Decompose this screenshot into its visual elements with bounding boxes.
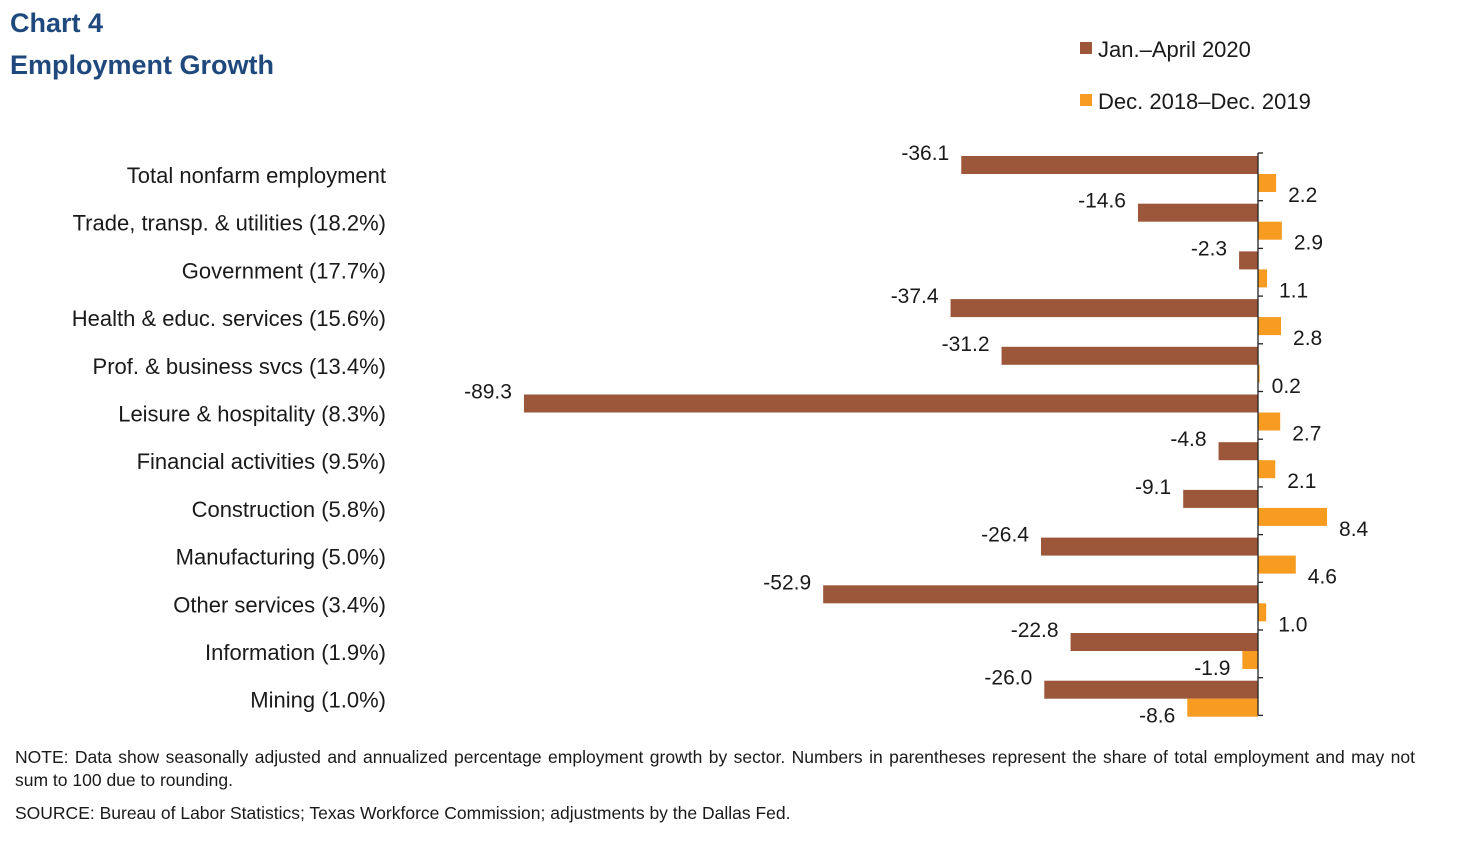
legend-swatch	[1080, 42, 1092, 54]
data-label-jan-april-2020: -31.2	[942, 333, 990, 356]
data-label-dec-2018-dec-2019: 2.8	[1293, 327, 1322, 350]
category-label: Health & educ. services (15.6%)	[72, 306, 386, 331]
bar-jan-april-2020	[1044, 680, 1258, 699]
data-label-jan-april-2020: -26.4	[981, 524, 1029, 547]
bar-jan-april-2020	[523, 394, 1258, 413]
data-label-dec-2018-dec-2019: 0.2	[1272, 375, 1301, 398]
chart-title: Chart 4	[10, 8, 104, 38]
data-label-jan-april-2020: -22.8	[1011, 619, 1059, 642]
bar-jan-april-2020	[1239, 251, 1258, 270]
bar-dec-2018-dec-2019	[1258, 174, 1277, 192]
data-label-jan-april-2020: -52.9	[763, 571, 811, 594]
bar-jan-april-2020	[1218, 442, 1258, 461]
bar-jan-april-2020	[1001, 346, 1258, 365]
bar-dec-2018-dec-2019	[1258, 555, 1296, 574]
bar-dec-2018-dec-2019	[1258, 507, 1328, 526]
bar-dec-2018-dec-2019	[1258, 317, 1282, 336]
bar-dec-2018-dec-2019	[1258, 269, 1268, 288]
data-label-dec-2018-dec-2019: -8.6	[1139, 705, 1175, 728]
data-label-jan-april-2020: -4.8	[1170, 428, 1206, 451]
data-label-dec-2018-dec-2019: 2.2	[1288, 184, 1317, 207]
category-label: Financial activities (9.5%)	[137, 449, 386, 474]
category-label: Total nonfarm employment	[127, 163, 386, 188]
bar-dec-2018-dec-2019	[1187, 698, 1258, 717]
bar-jan-april-2020	[961, 156, 1258, 174]
category-label: Government (17.7%)	[182, 258, 386, 283]
data-label-jan-april-2020: -2.3	[1191, 237, 1227, 260]
bar-jan-april-2020	[1070, 633, 1258, 651]
category-label: Construction (5.8%)	[192, 497, 386, 522]
bar-jan-april-2020	[1040, 537, 1258, 556]
data-label-jan-april-2020: -89.3	[464, 381, 512, 404]
legend-label: Dec. 2018–Dec. 2019	[1098, 89, 1311, 114]
bar-dec-2018-dec-2019	[1258, 603, 1267, 622]
data-label-dec-2018-dec-2019: 1.0	[1278, 613, 1307, 636]
bar-jan-april-2020	[1183, 489, 1258, 508]
data-label-dec-2018-dec-2019: -1.9	[1194, 657, 1230, 680]
bar-dec-2018-dec-2019	[1258, 221, 1282, 240]
category-label: Trade, transp. & utilities (18.2%)	[73, 211, 386, 236]
bar-dec-2018-dec-2019	[1242, 651, 1258, 669]
data-label-dec-2018-dec-2019: 4.6	[1308, 566, 1337, 589]
category-label: Manufacturing (5.0%)	[176, 545, 386, 570]
data-label-jan-april-2020: -36.1	[901, 142, 949, 165]
chart-note: NOTE: Data show seasonally adjusted and …	[15, 747, 1415, 790]
data-label-dec-2018-dec-2019: 2.7	[1292, 423, 1321, 446]
data-label-dec-2018-dec-2019: 1.1	[1279, 279, 1308, 302]
bar-jan-april-2020	[1137, 203, 1258, 222]
bar-jan-april-2020	[950, 299, 1258, 318]
legend-swatch	[1080, 94, 1092, 106]
data-label-dec-2018-dec-2019: 2.9	[1294, 232, 1323, 255]
data-label-jan-april-2020: -9.1	[1135, 476, 1171, 499]
employment-growth-chart: Total nonfarm employment -36.1 2.2 Trade, t…	[72, 37, 1369, 728]
data-label-jan-april-2020: -14.6	[1078, 190, 1126, 213]
bar-jan-april-2020	[823, 585, 1258, 604]
bar-dec-2018-dec-2019	[1258, 412, 1281, 431]
chart-subtitle: Employment Growth	[10, 50, 275, 80]
category-label: Other services (3.4%)	[173, 592, 386, 617]
chart-source: SOURCE: Bureau of Labor Statistics; Texa…	[15, 803, 791, 823]
category-label: Leisure & hospitality (8.3%)	[118, 402, 386, 427]
category-label: Mining (1.0%)	[250, 688, 386, 713]
data-label-jan-april-2020: -37.4	[891, 285, 939, 308]
data-label-dec-2018-dec-2019: 8.4	[1339, 518, 1369, 541]
legend-label: Jan.–April 2020	[1098, 37, 1251, 62]
data-label-dec-2018-dec-2019: 2.1	[1287, 470, 1316, 493]
category-label: Information (1.9%)	[205, 640, 386, 665]
category-label: Prof. & business svcs (13.4%)	[93, 354, 386, 379]
bar-dec-2018-dec-2019	[1258, 364, 1260, 383]
data-label-jan-april-2020: -26.0	[984, 667, 1032, 690]
bar-dec-2018-dec-2019	[1258, 460, 1276, 479]
